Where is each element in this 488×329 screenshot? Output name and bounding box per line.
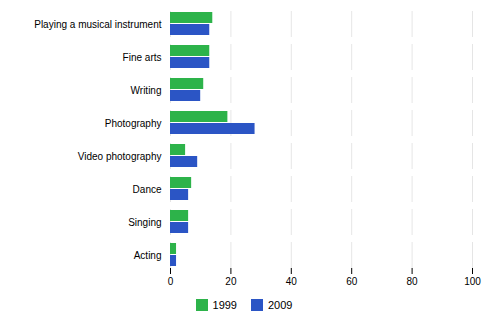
svg-text:Playing a musical instrument: Playing a musical instrument — [34, 19, 161, 30]
svg-text:Acting: Acting — [134, 250, 162, 261]
svg-text:Fine arts: Fine arts — [123, 52, 162, 63]
svg-text:Video photography: Video photography — [78, 151, 162, 162]
html-text:1999: 1999 — [212, 299, 237, 311]
svg-text:Dance: Dance — [133, 184, 162, 195]
svg-text:40: 40 — [286, 276, 298, 287]
svg-text:60: 60 — [346, 276, 358, 287]
svg-text:100: 100 — [464, 276, 481, 287]
svg-text:20: 20 — [225, 276, 237, 287]
html-text:2009: 2009 — [268, 299, 293, 311]
svg-text:Singing: Singing — [128, 217, 161, 228]
svg-text:Writing: Writing — [131, 85, 162, 96]
svg-text:0: 0 — [168, 276, 174, 287]
svg-text:Photography: Photography — [105, 118, 162, 129]
svg-text:80: 80 — [407, 276, 419, 287]
